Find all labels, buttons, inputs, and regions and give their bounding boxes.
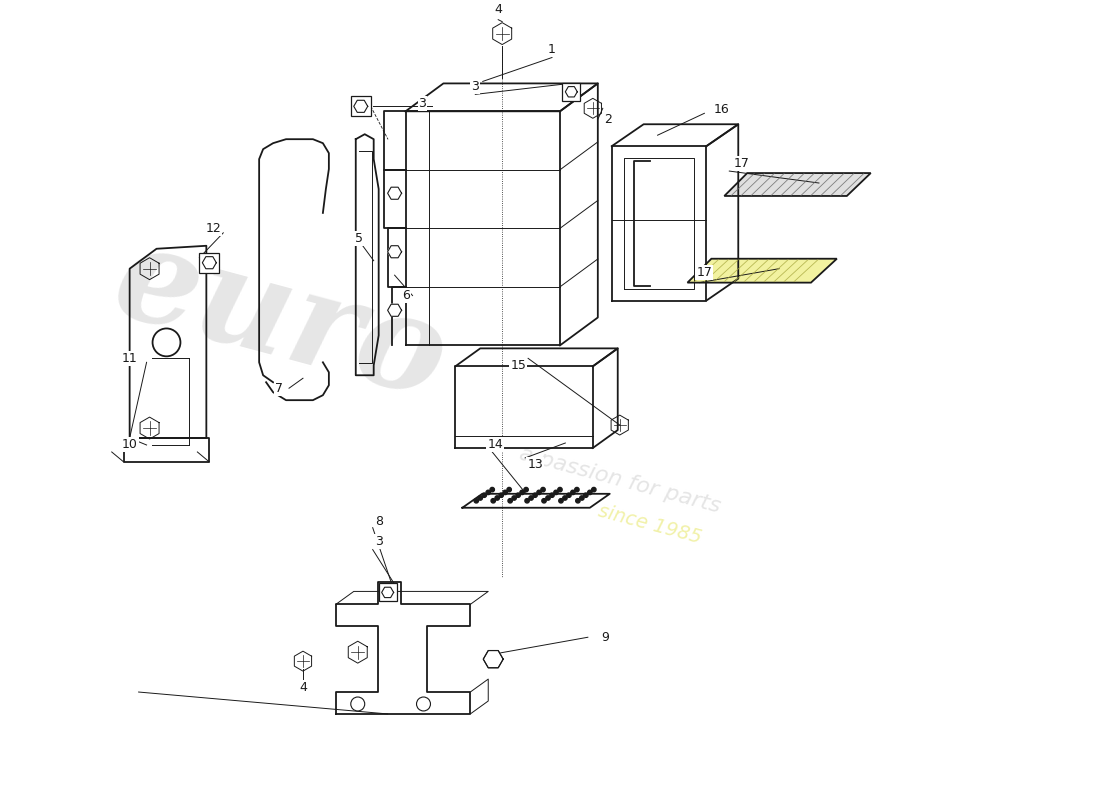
- Polygon shape: [378, 583, 397, 602]
- Circle shape: [592, 487, 596, 492]
- Polygon shape: [724, 173, 871, 196]
- Polygon shape: [565, 86, 578, 97]
- Text: 5: 5: [354, 232, 363, 246]
- Circle shape: [571, 490, 575, 494]
- Circle shape: [490, 487, 494, 492]
- Polygon shape: [387, 304, 402, 316]
- Polygon shape: [562, 83, 581, 101]
- Circle shape: [512, 496, 516, 500]
- Polygon shape: [351, 96, 371, 116]
- Text: 8: 8: [375, 515, 383, 528]
- Circle shape: [520, 490, 525, 494]
- Text: 7: 7: [275, 382, 283, 394]
- Text: 15: 15: [510, 359, 526, 372]
- Circle shape: [503, 490, 507, 494]
- Polygon shape: [199, 253, 219, 273]
- Circle shape: [478, 496, 483, 500]
- Circle shape: [351, 697, 365, 711]
- Text: 3: 3: [375, 535, 383, 548]
- Text: euro: euro: [101, 214, 461, 426]
- Circle shape: [491, 498, 495, 503]
- Circle shape: [499, 493, 504, 498]
- Polygon shape: [382, 587, 394, 598]
- Circle shape: [507, 487, 512, 492]
- Circle shape: [525, 498, 529, 503]
- Polygon shape: [354, 100, 367, 112]
- Circle shape: [541, 487, 546, 492]
- Text: 12: 12: [206, 222, 221, 235]
- Polygon shape: [483, 650, 503, 668]
- Text: 9: 9: [601, 630, 608, 644]
- Text: 17: 17: [734, 157, 749, 170]
- Polygon shape: [202, 257, 217, 269]
- Text: 4: 4: [299, 681, 307, 694]
- Circle shape: [584, 493, 588, 498]
- Polygon shape: [688, 258, 837, 282]
- Circle shape: [516, 493, 520, 498]
- Circle shape: [574, 487, 579, 492]
- Circle shape: [524, 487, 528, 492]
- Text: 3: 3: [472, 80, 480, 93]
- Text: 14: 14: [487, 438, 503, 451]
- Circle shape: [546, 496, 550, 500]
- Circle shape: [153, 329, 180, 356]
- Circle shape: [495, 496, 499, 500]
- Circle shape: [563, 496, 568, 500]
- Circle shape: [566, 493, 571, 498]
- Circle shape: [537, 490, 541, 494]
- Circle shape: [559, 498, 563, 503]
- Circle shape: [417, 697, 430, 711]
- Text: a passion for parts: a passion for parts: [517, 443, 723, 517]
- Circle shape: [529, 496, 534, 500]
- Circle shape: [550, 493, 554, 498]
- Circle shape: [482, 493, 486, 498]
- Circle shape: [486, 490, 491, 494]
- Circle shape: [575, 498, 580, 503]
- Circle shape: [508, 498, 513, 503]
- Text: 1: 1: [548, 43, 556, 56]
- Text: 2: 2: [604, 113, 612, 126]
- Polygon shape: [387, 246, 402, 258]
- Text: 6: 6: [402, 289, 409, 302]
- Circle shape: [474, 498, 478, 503]
- Text: 17: 17: [696, 266, 713, 279]
- Text: since 1985: since 1985: [596, 502, 703, 548]
- Text: 10: 10: [122, 438, 138, 451]
- Circle shape: [558, 487, 562, 492]
- Circle shape: [542, 498, 547, 503]
- Text: 16: 16: [714, 103, 729, 116]
- Polygon shape: [387, 187, 402, 199]
- Circle shape: [587, 490, 592, 494]
- Circle shape: [580, 496, 584, 500]
- Text: 4: 4: [494, 3, 502, 16]
- Circle shape: [553, 490, 558, 494]
- Text: 13: 13: [527, 458, 543, 471]
- Text: 11: 11: [122, 352, 138, 365]
- Circle shape: [532, 493, 537, 498]
- Text: 3: 3: [419, 97, 427, 110]
